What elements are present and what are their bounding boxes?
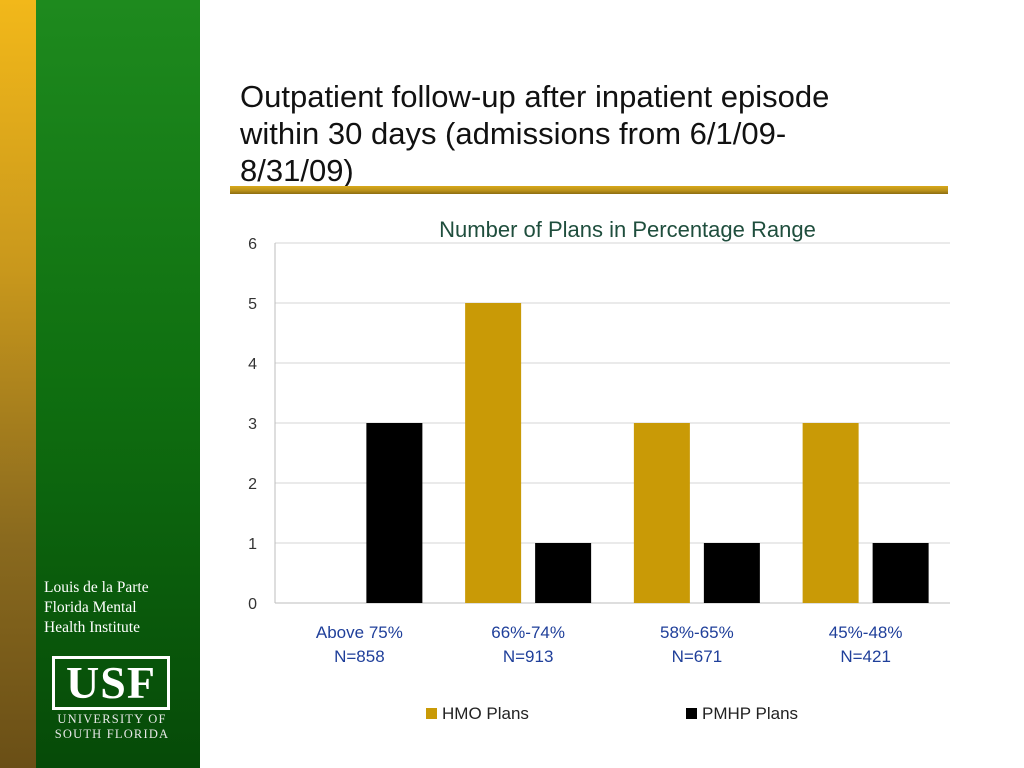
legend-swatch-hmo [426,708,437,719]
bar-hmo [633,423,690,603]
slide-title-line: within 30 days (admissions from 6/1/09- [240,116,787,151]
x-tick-sublabel: N=858 [334,647,385,666]
bar-pmhp [703,543,760,603]
institute-line: Louis de la Parte [44,579,149,596]
y-tick-label: 2 [248,476,257,493]
usf-logo-text: USF [66,657,156,708]
chart-labels: Number of Plans in Percentage Range 0 1 2 3 4… [248,217,902,666]
usf-logo: USF [52,656,170,710]
university-name: UNIVERSITY OF SOUTH FLORIDA [50,712,174,742]
university-line: UNIVERSITY OF [57,712,167,726]
title-divider [230,186,948,194]
bar-pmhp [535,543,592,603]
y-tick-label: 0 [248,596,257,613]
y-tick-label: 3 [248,416,257,433]
institute-name: Louis de la Parte Florida Mental Health … [44,578,194,638]
university-line: SOUTH FLORIDA [54,727,170,741]
x-tick-sublabel: N=421 [840,647,891,666]
x-tick-label: Above 75% [316,623,403,642]
x-tick-label: 45%-48% [829,623,903,642]
bar-chart: Number of Plans in Percentage Range 0 1 2 3 4… [248,217,950,723]
bar-pmhp [366,423,423,603]
institute-line: Florida Mental [44,599,137,616]
gold-accent-strip [0,0,36,768]
slide-title-line: 8/31/09) [240,153,354,188]
chart-bars [366,303,929,603]
x-tick-sublabel: N=913 [503,647,554,666]
slide-title: Outpatient follow-up after inpatient epi… [240,78,940,189]
bar-hmo [465,303,522,603]
x-tick-label: 58%-65% [660,623,734,642]
slide-title-line: Outpatient follow-up after inpatient epi… [240,79,830,114]
y-tick-label: 4 [248,356,257,373]
bar-hmo [802,423,859,603]
chart-title: Number of Plans in Percentage Range [439,217,816,242]
legend-swatch-pmhp [686,708,697,719]
y-tick-label: 1 [248,536,257,553]
y-tick-label: 6 [248,236,257,253]
x-tick-label: 66%-74% [491,623,565,642]
legend-label-pmhp: PMHP Plans [702,704,798,723]
y-tick-label: 5 [248,296,257,313]
sidebar-panel [36,0,200,768]
x-tick-sublabel: N=671 [672,647,723,666]
bar-pmhp [872,543,929,603]
legend-label-hmo: HMO Plans [442,704,529,723]
chart-legend: HMO Plans PMHP Plans [426,704,798,723]
institute-line: Health Institute [44,619,140,636]
